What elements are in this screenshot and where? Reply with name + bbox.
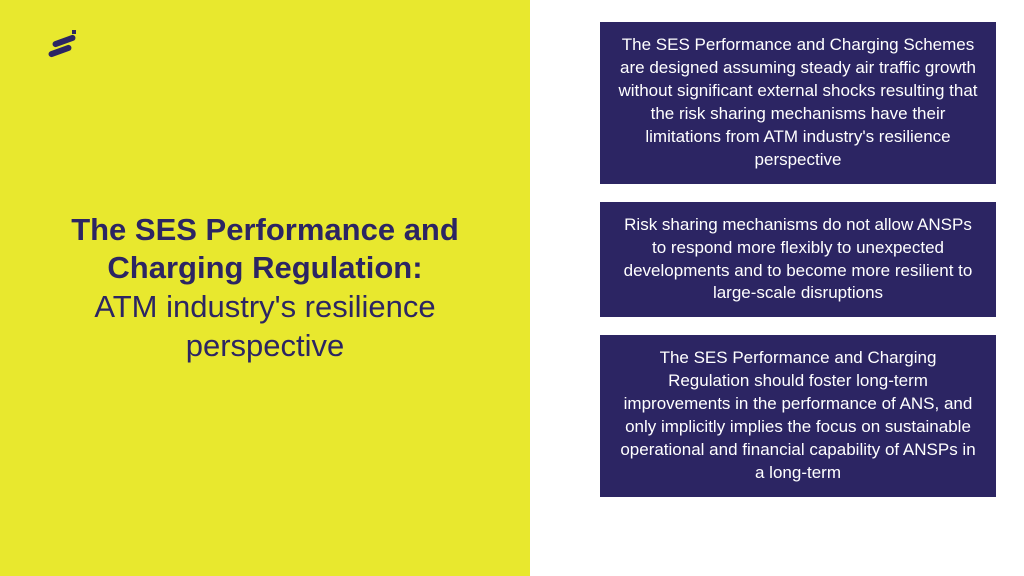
- title-bold-line: The SES Performance and Charging Regulat…: [34, 211, 496, 289]
- info-box-1: The SES Performance and Charging Schemes…: [600, 22, 996, 184]
- brand-logo-icon: [44, 28, 80, 64]
- info-box-3: The SES Performance and Charging Regulat…: [600, 335, 996, 497]
- info-box-2: Risk sharing mechanisms do not allow ANS…: [600, 202, 996, 318]
- title-regular-line: ATM industry's resilience perspective: [34, 288, 496, 366]
- left-title-panel: The SES Performance and Charging Regulat…: [0, 0, 530, 576]
- right-info-panel: The SES Performance and Charging Schemes…: [530, 0, 1024, 576]
- page-title: The SES Performance and Charging Regulat…: [34, 211, 496, 366]
